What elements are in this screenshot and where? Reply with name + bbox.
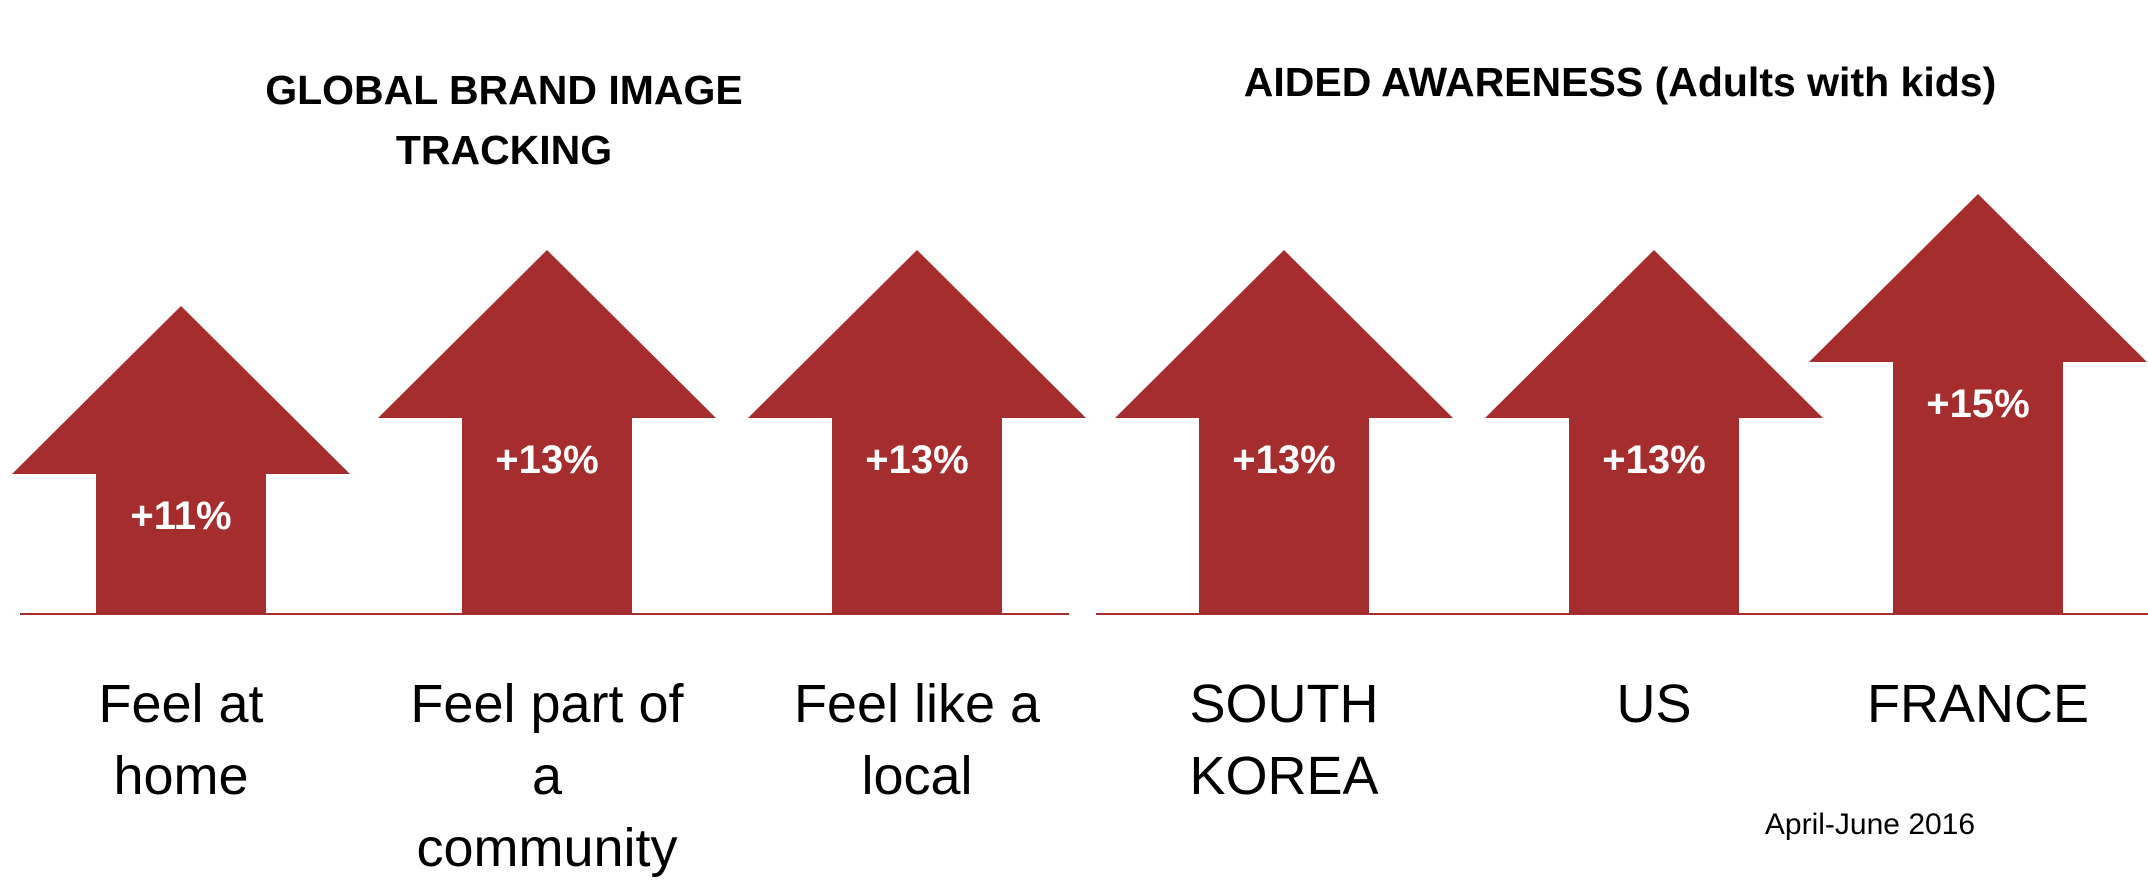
- arrow: [1809, 194, 2147, 614]
- arrow: [748, 250, 1086, 614]
- arrow: [1115, 250, 1453, 614]
- arrow: [378, 250, 716, 614]
- arrow: [12, 306, 350, 614]
- value-label: +15%: [1926, 382, 2030, 426]
- value-label: +13%: [865, 438, 969, 482]
- category-label: FRANCE: [1866, 674, 2089, 734]
- value-label: +13%: [1602, 438, 1706, 482]
- arrow: [1485, 250, 1823, 614]
- category-label: SOUTH KOREA: [1189, 674, 1379, 806]
- chart-title: GLOBAL BRAND IMAGE TRACKING: [265, 67, 743, 173]
- category-label: Feel part of a community: [410, 674, 684, 878]
- value-label: +11%: [130, 494, 232, 538]
- chart-title: AIDED AWARENESS (Adults with kids): [1243, 59, 1997, 105]
- value-label: +13%: [495, 438, 599, 482]
- note: April-June 2016: [1764, 808, 1976, 841]
- category-label: Feel at home: [98, 674, 264, 806]
- category-label: US: [1616, 674, 1692, 734]
- category-label: Feel like a local: [793, 674, 1041, 806]
- value-label: +13%: [1232, 438, 1336, 482]
